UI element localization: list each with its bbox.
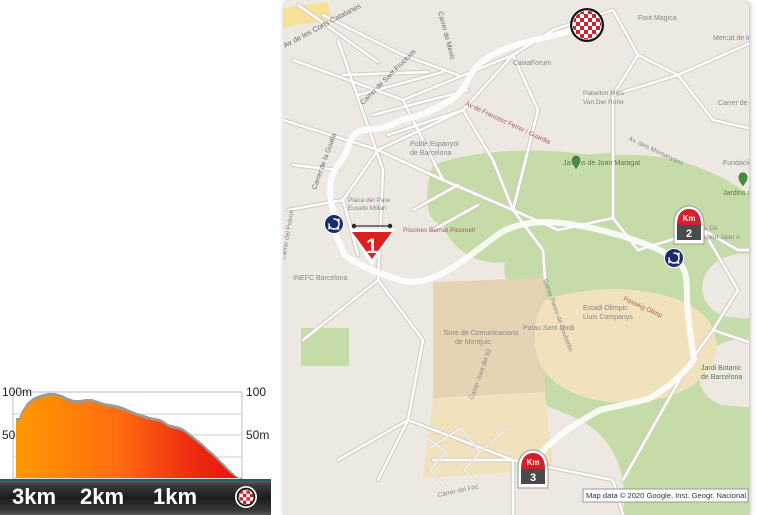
svg-text:Estadi Olimpic: Estadi Olimpic (583, 305, 628, 312)
svg-text:Pabellon Mies: Pabellon Mies (583, 90, 625, 97)
svg-text:de Barcelona: de Barcelona (410, 150, 451, 157)
svg-text:2: 2 (686, 228, 692, 240)
svg-text:50m: 50m (246, 428, 269, 442)
svg-text:100: 100 (246, 385, 266, 399)
svg-text:3: 3 (530, 472, 536, 484)
svg-text:Jardins de La: Jardins de La (723, 190, 749, 197)
svg-text:Carrer de la Franca: Carrer de la Franca (718, 100, 749, 107)
svg-text:100m: 100m (2, 385, 32, 399)
svg-text:1km: 1km (153, 484, 197, 509)
svg-text:Piscines Bernat Picornell: Piscines Bernat Picornell (403, 227, 475, 234)
svg-text:Km: Km (683, 214, 696, 223)
svg-text:Km: Km (527, 458, 540, 467)
svg-text:Palau Sant Jordi: Palau Sant Jordi (523, 325, 575, 332)
svg-text:1: 1 (366, 235, 378, 258)
svg-text:Lluis Companys: Lluis Companys (583, 314, 633, 321)
svg-text:Font Magica: Font Magica (638, 15, 677, 22)
svg-text:de Barcelona: de Barcelona (701, 374, 742, 381)
svg-text:Poble Espanyol: Poble Espanyol (410, 141, 459, 148)
svg-text:3km: 3km (12, 484, 56, 509)
svg-text:Jardi Botanic: Jardi Botanic (701, 365, 742, 372)
svg-text:Placa del Pare: Placa del Pare (348, 197, 391, 204)
svg-text:de Montjuic: de Montjuic (455, 339, 491, 346)
svg-text:Map data © 2020 Google, Inst.: Map data © 2020 Google, Inst. Geogr. Nac… (586, 491, 746, 500)
svg-text:Fundacio: Fundacio (723, 160, 749, 167)
svg-text:Van Der Rohe: Van Der Rohe (583, 99, 624, 106)
svg-text:INEFC Barcelona: INEFC Barcelona (293, 275, 348, 282)
svg-text:Eusebi Millan: Eusebi Millan (348, 205, 387, 212)
svg-text:Mercat de les Flor: Mercat de les Flor (713, 35, 749, 42)
svg-text:CaixaForum: CaixaForum (513, 60, 551, 67)
svg-text:Torre de Comunicacions: Torre de Comunicacions (443, 330, 519, 337)
svg-text:2km: 2km (80, 484, 124, 509)
